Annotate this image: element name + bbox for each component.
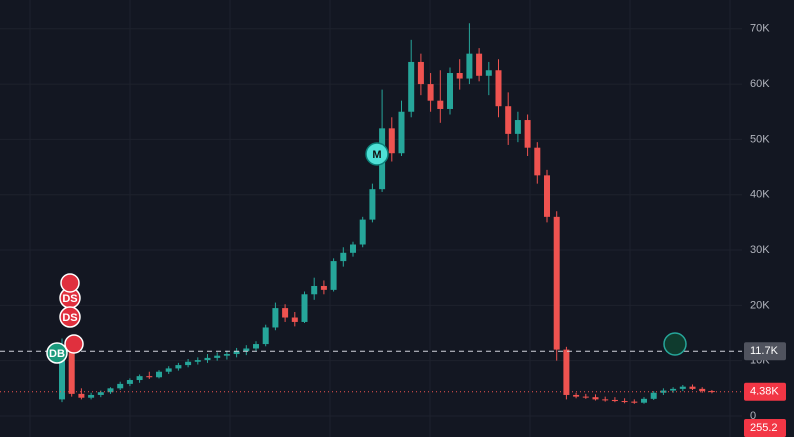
candle-body [447, 73, 453, 109]
candle-body [534, 147, 541, 176]
candle-body [495, 70, 502, 107]
candle-body [689, 386, 696, 389]
candle-body [524, 120, 531, 148]
event-marker [46, 342, 68, 364]
candle-body [505, 106, 512, 134]
candle-body [165, 368, 172, 372]
candle-body [272, 308, 279, 328]
event-marker-label: DS [62, 293, 77, 305]
candle-body [699, 388, 706, 392]
candle-body [156, 371, 162, 378]
event-marker [365, 142, 389, 166]
candle-body [388, 128, 395, 154]
candle-body [582, 396, 589, 398]
icon-marker [60, 273, 80, 293]
candle-body [243, 348, 250, 352]
candle-body [456, 73, 463, 79]
candle-body [320, 285, 327, 290]
candle-body [175, 365, 182, 369]
candle-body [146, 376, 153, 378]
price-label-box [744, 342, 786, 361]
candle-body [185, 361, 192, 366]
candle-body [194, 360, 201, 362]
candle-body [369, 189, 376, 220]
candle-body [514, 120, 521, 134]
price-label-box [744, 382, 786, 401]
candle-body [350, 244, 356, 253]
candle-body [68, 349, 75, 394]
candle-body [117, 383, 124, 389]
candle-body [233, 351, 240, 355]
y-tick-label: 30K [750, 244, 770, 256]
candle-body [650, 392, 657, 399]
candle-body [282, 308, 289, 318]
candle-body [311, 285, 318, 295]
candle-body [573, 394, 580, 397]
candle-body [291, 317, 298, 322]
event-marker-label: DB [49, 348, 65, 360]
candle-body [301, 294, 308, 322]
candle-body [330, 261, 337, 290]
candle-body [427, 84, 434, 101]
candle-body [476, 53, 483, 76]
y-tick-label: 60K [750, 78, 770, 90]
candle-body [107, 388, 114, 393]
candle-body [398, 111, 405, 154]
candle-body [88, 394, 95, 398]
icon-marker [663, 332, 687, 356]
candle-body [262, 327, 269, 345]
candle-body [708, 391, 715, 393]
candle-body [359, 219, 366, 245]
candle-body [408, 61, 415, 112]
event-marker [59, 306, 81, 328]
candle-body [466, 53, 473, 79]
candle-body [670, 388, 677, 391]
y-tick-label: 50K [750, 133, 770, 145]
volume-label: 255.2 [750, 422, 778, 434]
candle-body [59, 349, 65, 400]
price-label: 11.7K [750, 345, 779, 357]
candle-body [136, 376, 143, 381]
candle-body [253, 344, 259, 349]
candle-body [214, 355, 221, 358]
candle-body [602, 399, 609, 401]
candle-body [641, 398, 647, 403]
y-tick-label: 40K [750, 189, 770, 201]
candle-body [485, 70, 492, 76]
candle-body [553, 216, 560, 350]
candle-body [563, 349, 570, 395]
candle-body [78, 393, 85, 398]
candle-body [126, 380, 133, 384]
volume-label-box [744, 419, 786, 437]
candle-body [204, 357, 211, 361]
candle-body [611, 399, 618, 402]
event-marker-label: M [372, 149, 381, 161]
candle-body [97, 392, 104, 395]
event-marker-label: DS [62, 312, 77, 324]
y-tick-label: 20K [750, 299, 770, 311]
y-tick-label: 0 [750, 410, 756, 422]
price-label: 4.38K [750, 386, 779, 398]
candle-body [660, 390, 667, 393]
candle-body [621, 401, 628, 403]
candle-body [223, 354, 230, 356]
candle-body [679, 386, 686, 389]
candle-body [437, 100, 444, 109]
candle-body [592, 397, 599, 400]
y-tick-label: 70K [750, 23, 770, 35]
icon-marker [64, 334, 84, 354]
candle-body [340, 252, 347, 262]
candle-body [544, 175, 550, 217]
candle-body [631, 401, 638, 403]
candle-body [417, 61, 424, 85]
